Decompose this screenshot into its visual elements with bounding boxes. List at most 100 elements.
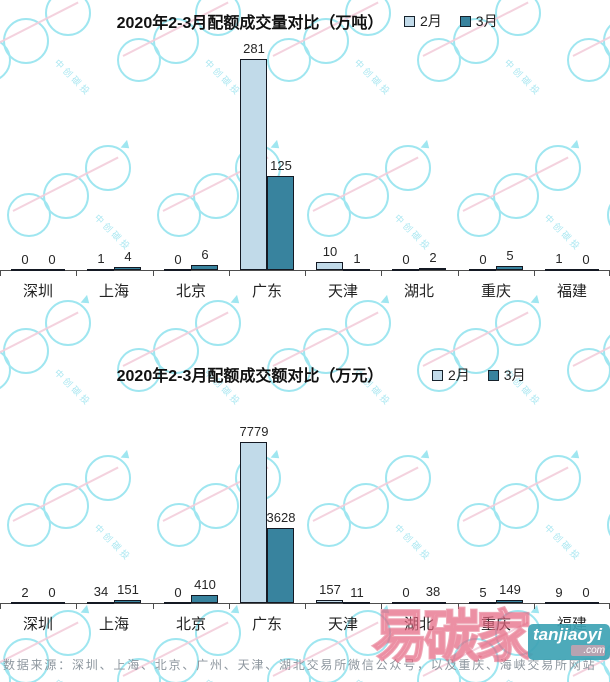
logo-arrow-icon <box>570 449 583 463</box>
logo-slash <box>572 1 610 57</box>
x-axis-tick <box>534 604 535 609</box>
logo-circle <box>567 38 610 82</box>
brand-tld-label: .com <box>571 645 605 656</box>
x-axis-tick <box>76 271 77 276</box>
logo-circle <box>493 483 539 529</box>
bar <box>11 602 38 604</box>
logo-watermark-text: 中创碳投 <box>502 676 545 682</box>
logo-circle <box>195 300 241 346</box>
legend-label-feb: 2月 <box>448 367 470 383</box>
logo-arrow-icon <box>120 449 133 463</box>
bar <box>496 600 523 603</box>
logo-circle <box>85 455 131 501</box>
logo-watermark-tile: 中创碳投 <box>605 115 610 275</box>
bar-value-label: 0 <box>402 252 410 267</box>
logo-circle <box>307 193 351 237</box>
category-label: 天津 <box>327 616 358 633</box>
category-label: 福建 <box>556 616 587 633</box>
logo-watermark-text: 中创碳投 <box>352 57 394 99</box>
category-label: 湖北 <box>403 283 434 300</box>
logo-slash <box>0 311 79 367</box>
logo-arrow-icon <box>270 449 283 463</box>
bar-value-label: 38 <box>425 584 441 599</box>
logo-arrow-icon <box>570 139 583 153</box>
bar <box>419 268 446 270</box>
feb-legend-swatch-icon <box>404 15 415 27</box>
logo-circle <box>43 173 89 219</box>
logo-circle <box>567 348 610 392</box>
category-label: 重庆 <box>480 283 511 300</box>
logo-circle <box>385 145 431 191</box>
bar-value-label: 5 <box>506 248 514 263</box>
bar-value-label: 2 <box>21 585 29 600</box>
bar <box>419 602 446 604</box>
logo-circle <box>193 483 239 529</box>
bar <box>114 267 141 270</box>
bar-value-label: 5 <box>479 585 487 600</box>
logo-circle <box>417 38 461 82</box>
bar-value-label: 6 <box>201 247 209 262</box>
logo-circle <box>7 503 51 547</box>
bar-value-label: 34 <box>93 584 109 599</box>
category-label: 广东 <box>251 616 282 633</box>
x-axis-tick <box>229 604 230 609</box>
logo-circle <box>603 328 610 374</box>
logo-watermark-text: 中创碳投 <box>52 676 95 682</box>
x-axis-tick <box>229 271 230 276</box>
logo-circle <box>495 300 541 346</box>
logo-watermark-text: 中创碳投 <box>542 212 584 254</box>
x-axis-tick <box>153 604 154 609</box>
bar-value-label: 1 <box>555 251 563 266</box>
logo-circle <box>385 455 431 501</box>
bar <box>191 595 218 603</box>
logo-circle <box>117 38 161 82</box>
bar-value-label: 281 <box>243 41 265 56</box>
bar <box>114 600 141 603</box>
category-label: 广东 <box>251 283 282 300</box>
x-axis-tick <box>381 604 382 609</box>
bar-value-label: 10 <box>322 244 338 259</box>
logo-watermark-text: 中创碳投 <box>92 212 134 254</box>
bar-value-label: 7779 <box>239 424 269 439</box>
chart2-title: 2020年2-3月配额成交额对比（万元） <box>116 368 384 385</box>
category-label: 北京 <box>175 283 206 300</box>
legend-item-feb: 2月 <box>404 11 442 31</box>
bar-value-label: 410 <box>194 577 216 592</box>
category-label: 深圳 <box>22 283 53 300</box>
logo-circle <box>157 503 201 547</box>
bar-value-label: 0 <box>174 252 182 267</box>
logo-watermark-tile: 中创碳投 <box>305 425 455 585</box>
bar <box>87 269 114 271</box>
x-axis-line <box>0 270 610 271</box>
bar-value-label: 3628 <box>266 510 296 525</box>
bar-value-label: 0 <box>479 252 487 267</box>
bar-value-label: 149 <box>499 582 521 597</box>
x-axis-line <box>0 603 610 604</box>
bar-value-label: 151 <box>117 582 139 597</box>
category-label: 福建 <box>556 283 587 300</box>
logo-circle <box>307 503 351 547</box>
bar <box>316 262 343 270</box>
bar-value-label: 125 <box>270 158 292 173</box>
bar <box>572 602 599 604</box>
logo-watermark-text: 中创碳投 <box>392 212 434 254</box>
x-axis-tick <box>153 271 154 276</box>
logo-circle <box>345 300 391 346</box>
logo-watermark-text: 中创碳投 <box>52 57 94 99</box>
legend-label-mar: 3月 <box>503 367 526 383</box>
bar-value-label: 0 <box>48 585 56 600</box>
bar <box>191 265 218 270</box>
logo-watermark-text: 中创碳投 <box>352 676 395 682</box>
bar <box>38 269 65 271</box>
bar-value-label: 1 <box>353 251 361 266</box>
logo-watermark-text: 中创碳投 <box>392 522 434 564</box>
logo-circle <box>457 503 501 547</box>
bar <box>87 602 114 604</box>
bar-value-label: 0 <box>582 585 590 600</box>
mar-legend-swatch-icon <box>459 15 471 27</box>
logo-watermark-text: 中创碳投 <box>92 522 134 564</box>
bar <box>343 602 370 604</box>
logo-watermark-tile: 中创碳投 <box>5 425 155 585</box>
logo-watermark-text: 中创碳投 <box>542 522 584 564</box>
